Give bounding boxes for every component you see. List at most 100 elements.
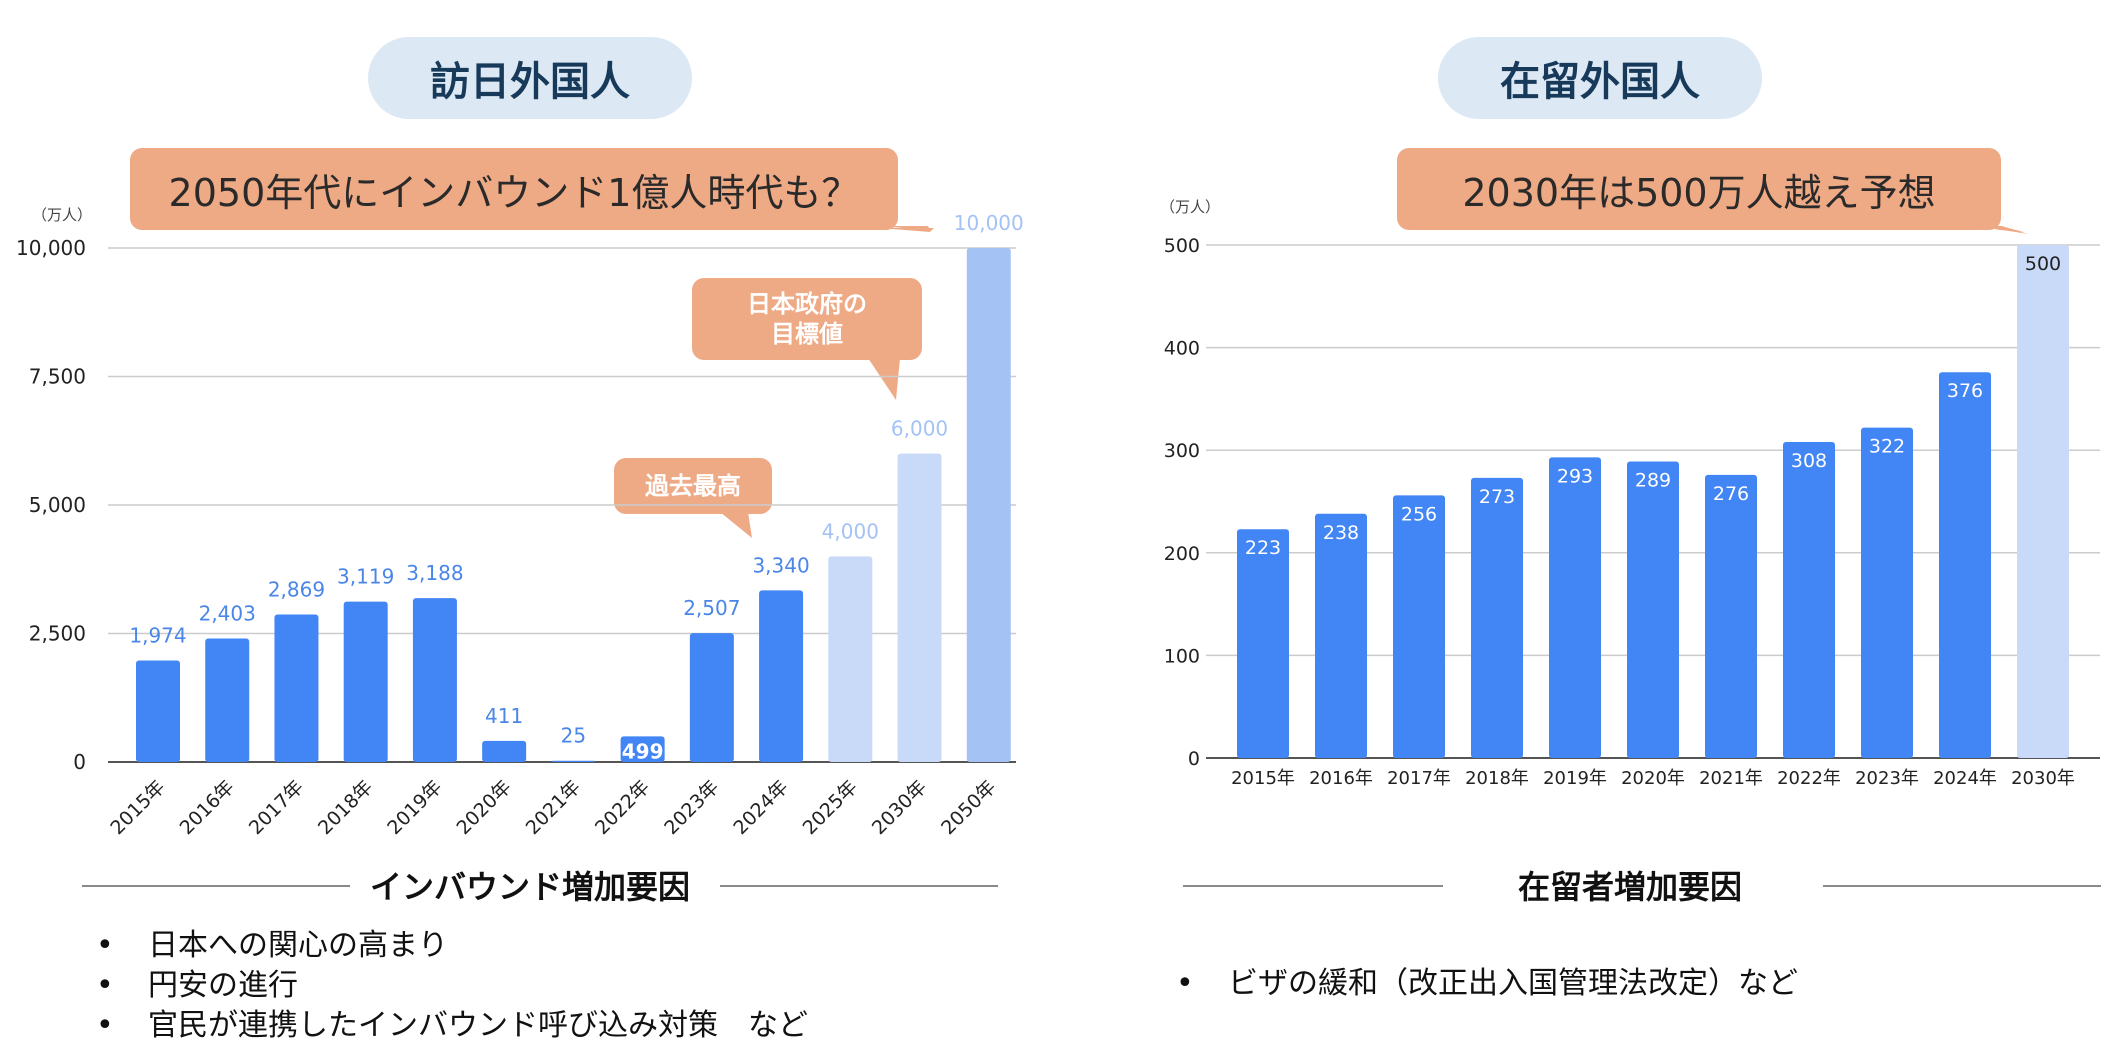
right-main-callout-tail bbox=[1978, 226, 2028, 234]
right-bar bbox=[1393, 495, 1445, 758]
left-category-label: 2019年 bbox=[383, 776, 446, 839]
left-category-label: 2018年 bbox=[314, 776, 377, 839]
left-factor-text: 日本への関心の高まり bbox=[148, 928, 448, 963]
left-category-label: 2021年 bbox=[522, 776, 585, 839]
left-factors-rule-right bbox=[720, 885, 998, 887]
right-category-label: 2017年 bbox=[1387, 768, 1451, 789]
right-ytick-label: 200 bbox=[1164, 543, 1200, 565]
right-title-pill: 在留外国人 bbox=[1438, 37, 1762, 119]
right-bar bbox=[1939, 372, 1991, 758]
left-value-label: 10,000 bbox=[954, 211, 1024, 235]
right-bar bbox=[1549, 457, 1601, 758]
right-unit-label: （万人） bbox=[1160, 198, 1220, 216]
left-value-label: 499 bbox=[622, 739, 664, 763]
right-value-label: 308 bbox=[1791, 450, 1827, 472]
left-factors-title: インバウンド増加要因 bbox=[369, 868, 690, 906]
right-bar bbox=[1627, 461, 1679, 758]
right-ytick-label: 400 bbox=[1164, 338, 1200, 360]
right-factors-rule-right bbox=[1823, 885, 2101, 887]
left-bar bbox=[136, 660, 180, 762]
left-value-label: 25 bbox=[561, 724, 586, 748]
left-factor-text: 円安の進行 bbox=[148, 968, 298, 1003]
right-category-label: 2019年 bbox=[1543, 768, 1607, 789]
left-ytick-label: 5,000 bbox=[29, 493, 86, 517]
right-factors-title: 在留者増加要因 bbox=[1517, 868, 1742, 906]
left-value-label: 3,340 bbox=[752, 553, 809, 577]
left-unit-label: （万人） bbox=[32, 206, 92, 224]
right-value-label: 293 bbox=[1557, 465, 1593, 487]
right-category-label: 2024年 bbox=[1933, 768, 1997, 789]
right-factor-item: • ビザの緩和（改正出入国管理法改定）など bbox=[1176, 966, 1798, 1001]
left-value-label: 3,188 bbox=[406, 561, 463, 585]
left-category-label: 2016年 bbox=[176, 776, 239, 839]
right-ytick-label: 100 bbox=[1164, 645, 1200, 667]
right-value-label: 500 bbox=[2025, 253, 2061, 275]
right-category-label: 2016年 bbox=[1309, 768, 1373, 789]
right-bar bbox=[1315, 513, 1367, 758]
right-category-label: 2021年 bbox=[1699, 768, 1763, 789]
right-bar bbox=[1861, 427, 1913, 758]
left-value-label: 411 bbox=[485, 704, 523, 728]
record-callout-tail bbox=[720, 512, 752, 538]
right-bar bbox=[1783, 441, 1835, 758]
right-value-label: 322 bbox=[1869, 436, 1905, 458]
left-category-label: 2015年 bbox=[106, 776, 169, 839]
left-bar bbox=[205, 638, 250, 762]
goal-callout-line2: 目標値 bbox=[771, 320, 843, 348]
left-ytick-label: 2,500 bbox=[29, 622, 86, 646]
right-bar-chart: （万人） 0 100 200 300 400 500 223 2015年 238 2016年 256 2… bbox=[1160, 198, 2100, 789]
left-factor-item: • 日本への関心の高まり bbox=[96, 928, 448, 963]
right-bar bbox=[2017, 245, 2069, 758]
right-factor-text: ビザの緩和（改正出入国管理法改定）など bbox=[1228, 966, 1798, 1001]
right-bar bbox=[1471, 477, 1523, 758]
right-bar bbox=[1237, 529, 1289, 758]
left-value-label: 2,507 bbox=[683, 596, 740, 620]
right-value-label: 223 bbox=[1245, 537, 1281, 559]
left-bar bbox=[966, 248, 1011, 762]
right-value-label: 376 bbox=[1947, 380, 1983, 402]
right-main-callout: 2030年は500万人越え予想 bbox=[1397, 148, 2001, 230]
left-title-pill: 訪日外国人 bbox=[368, 37, 692, 119]
left-factors-rule-left bbox=[82, 885, 350, 887]
right-category-label: 2018年 bbox=[1465, 768, 1529, 789]
right-factors-rule-left bbox=[1183, 885, 1443, 887]
left-category-label: 2050年 bbox=[937, 776, 1000, 839]
right-category-label: 2022年 bbox=[1777, 768, 1841, 789]
right-value-label: 276 bbox=[1713, 483, 1749, 505]
right-ytick-label: 0 bbox=[1188, 748, 1200, 770]
left-bar bbox=[343, 601, 388, 762]
left-bar bbox=[759, 590, 804, 762]
left-category-label: 2024年 bbox=[729, 776, 792, 839]
left-ytick-label: 7,500 bbox=[29, 365, 86, 389]
left-main-callout-tail bbox=[878, 226, 930, 230]
right-value-label: 238 bbox=[1323, 522, 1359, 544]
right-ytick-label: 500 bbox=[1164, 235, 1200, 257]
right-category-label: 2015年 bbox=[1231, 768, 1295, 789]
left-value-label: 1,974 bbox=[129, 624, 186, 648]
right-bar bbox=[1705, 474, 1757, 758]
right-value-label: 256 bbox=[1401, 503, 1437, 525]
left-factor-item: • 官民が連携したインバウンド呼び込み対策 など bbox=[96, 1008, 808, 1043]
left-value-label: 4,000 bbox=[822, 519, 879, 543]
left-bar bbox=[482, 740, 527, 762]
left-ytick-label: 0 bbox=[73, 750, 86, 774]
left-bar bbox=[897, 453, 942, 762]
left-category-label: 2020年 bbox=[453, 776, 516, 839]
right-ytick-label: 300 bbox=[1164, 440, 1200, 462]
left-value-label: 3,119 bbox=[337, 565, 394, 589]
left-category-label: 2023年 bbox=[660, 776, 723, 839]
left-bar bbox=[274, 614, 319, 762]
left-factor-item: • 円安の進行 bbox=[96, 968, 298, 1003]
right-category-label: 2020年 bbox=[1621, 768, 1685, 789]
left-category-label: 2030年 bbox=[868, 776, 931, 839]
goal-callout-tail bbox=[868, 358, 900, 400]
right-value-label: 289 bbox=[1635, 469, 1671, 491]
left-bar bbox=[689, 633, 734, 762]
left-factor-text: 官民が連携したインバウンド呼び込み対策 など bbox=[148, 1008, 808, 1043]
goal-callout: 日本政府の 目標値 bbox=[692, 278, 922, 360]
left-value-label: 2,403 bbox=[199, 601, 256, 625]
left-ytick-label: 10,000 bbox=[16, 236, 86, 260]
goal-callout-line1: 日本政府の bbox=[747, 290, 867, 318]
left-category-label: 2017年 bbox=[245, 776, 308, 839]
